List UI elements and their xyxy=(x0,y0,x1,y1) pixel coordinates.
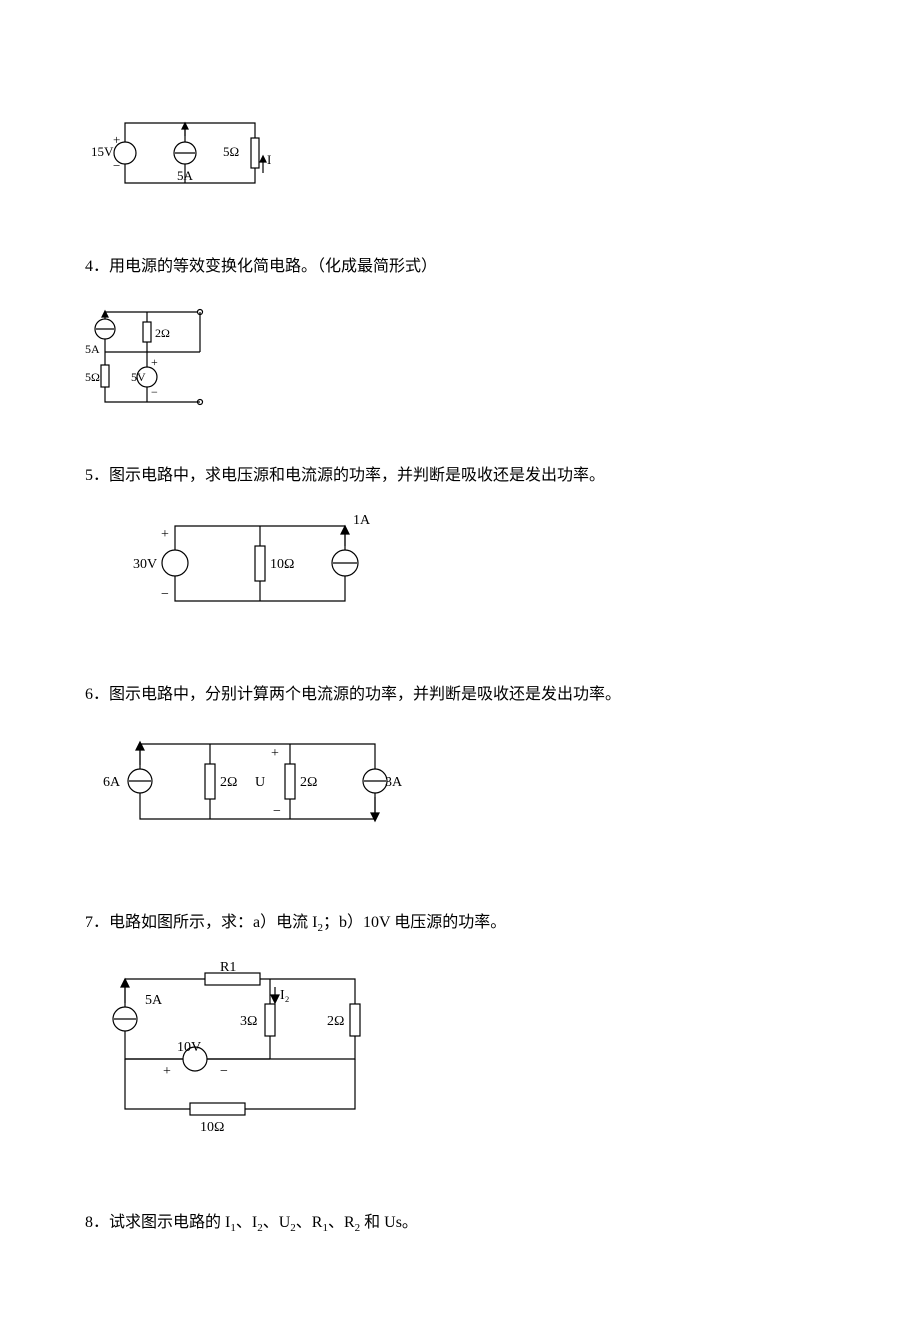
resistor-label: 5Ω xyxy=(223,144,239,159)
problem-5: 5．图示电路中，求电压源和电流源的功率，并判断是吸收还是发出功率。 + − xyxy=(85,462,835,626)
plus-label: + xyxy=(113,132,120,147)
circuit-svg-4: 5A 2Ω 5V 5Ω + − xyxy=(85,297,245,417)
problem-8: 8．试求图示电路的 I1、I2、U2、R1、R2 和 Us。 xyxy=(85,1209,835,1239)
r2-label: 5Ω xyxy=(85,370,100,384)
sep5: 和 Us。 xyxy=(360,1214,418,1231)
problem-body-suffix: ；b）10V 电压源的功率。 xyxy=(323,914,506,931)
problem-body: 图示电路中，分别计算两个电流源的功率，并判断是吸收还是发出功率。 xyxy=(109,686,621,703)
plus-label: + xyxy=(271,746,279,761)
problem-4: 4．用电源的等效变换化简电路。（化成最简形式） xyxy=(85,253,835,417)
circuit-svg-5: + − 30V 10Ω 1A xyxy=(125,506,385,626)
problem-number: 8． xyxy=(85,1214,109,1231)
v10-label: 10V xyxy=(177,1040,201,1055)
i2-label: I₂ xyxy=(280,988,290,1003)
isource-label: 1A xyxy=(353,513,371,528)
problem-number: 5． xyxy=(85,467,109,484)
circuit-svg-6: 6A 2Ω U + − 2Ω 3A xyxy=(95,729,415,839)
plus-label: + xyxy=(161,527,169,542)
current-I: I xyxy=(267,152,271,167)
problem-number: 7． xyxy=(85,914,109,931)
problem-7-text: 7．电路如图所示，求：a）电流 I2；b）10V 电压源的功率。 xyxy=(85,909,835,939)
resistor-label: 10Ω xyxy=(270,557,294,572)
isource-label: 5A xyxy=(177,168,194,183)
circuit-svg-7: 5A R1 I₂ 3Ω 2Ω 10V + − 10Ω xyxy=(95,959,395,1139)
minus-label: − xyxy=(273,804,281,819)
t-prefix: 试求图示电路的 I xyxy=(109,1214,230,1231)
problem-6: 6．图示电路中，分别计算两个电流源的功率，并判断是吸收还是发出功率。 xyxy=(85,681,835,840)
problem-5-text: 5．图示电路中，求电压源和电流源的功率，并判断是吸收还是发出功率。 xyxy=(85,462,835,491)
minus-label: − xyxy=(220,1064,228,1079)
problem-number: 6． xyxy=(85,686,109,703)
r10-label: 10Ω xyxy=(200,1120,224,1135)
sep1: 、I xyxy=(236,1214,257,1231)
r1-label: 2Ω xyxy=(155,326,170,340)
vsource-label: 15V xyxy=(91,144,114,159)
sep3: 、R xyxy=(296,1214,323,1231)
isource-label: 5A xyxy=(85,342,100,356)
isource-right-label: 3A xyxy=(385,775,403,790)
r2ohm-label: 2Ω xyxy=(327,1014,344,1029)
vsource-label: 30V xyxy=(133,557,157,572)
problem-body: 图示电路中，求电压源和电流源的功率，并判断是吸收还是发出功率。 xyxy=(109,467,605,484)
circuit-diagram-4: 5A 2Ω 5V 5Ω + − xyxy=(85,297,835,417)
circuit-diagram-3: 15V + − 5A 5Ω I xyxy=(85,108,835,208)
minus-label: − xyxy=(151,385,158,399)
circuit-diagram-7: 5A R1 I₂ 3Ω 2Ω 10V + − 10Ω xyxy=(95,959,835,1139)
plus-label: + xyxy=(163,1064,171,1079)
minus-label: − xyxy=(113,158,120,173)
problem-body: 用电源的等效变换化简电路。（化成最简形式） xyxy=(109,258,437,275)
sep4: 、R xyxy=(328,1214,355,1231)
problem-body-prefix: 电路如图所示，求：a）电流 I xyxy=(109,914,317,931)
minus-label: − xyxy=(161,587,169,602)
plus-label: + xyxy=(151,355,158,369)
problem-number: 4． xyxy=(85,258,109,275)
sep2: 、U xyxy=(263,1214,291,1231)
r3-label: 3Ω xyxy=(240,1014,257,1029)
document-page: 15V + − 5A 5Ω I xyxy=(0,0,920,1344)
problem-8-text: 8．试求图示电路的 I1、I2、U2、R1、R2 和 Us。 xyxy=(85,1209,835,1239)
problem-7: 7．电路如图所示，求：a）电流 I2；b）10V 电压源的功率。 xyxy=(85,909,835,1139)
circuit-diagram-6: 6A 2Ω U + − 2Ω 3A xyxy=(95,729,835,839)
vsource-label: 5V xyxy=(131,370,146,384)
problem-3: 15V + − 5A 5Ω I xyxy=(85,108,835,208)
isource-label: 5A xyxy=(145,993,163,1008)
voltage-U: U xyxy=(255,775,265,790)
circuit-svg-3: 15V + − 5A 5Ω I xyxy=(85,108,285,208)
problem-6-text: 6．图示电路中，分别计算两个电流源的功率，并判断是吸收还是发出功率。 xyxy=(85,681,835,710)
r2-label: 2Ω xyxy=(300,775,317,790)
r1-label: R1 xyxy=(220,960,236,975)
r1-label: 2Ω xyxy=(220,775,237,790)
isource-left-label: 6A xyxy=(103,775,121,790)
circuit-diagram-5: + − 30V 10Ω 1A xyxy=(125,506,835,626)
problem-4-text: 4．用电源的等效变换化简电路。（化成最简形式） xyxy=(85,253,835,282)
